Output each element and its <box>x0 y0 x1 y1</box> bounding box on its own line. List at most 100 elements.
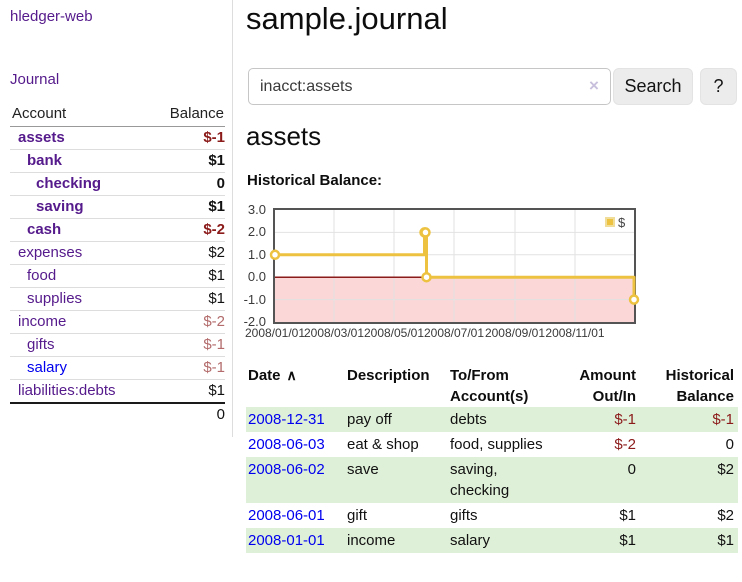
transaction-balance: $2 <box>717 461 734 478</box>
accounts-table: Account Balance assets $-1 bank $1 checking 0… <box>10 102 225 426</box>
sort-asc-icon: ∧ <box>286 367 297 383</box>
transaction-description: save <box>347 461 379 478</box>
transaction-amount: $-2 <box>614 436 636 453</box>
register-row: 2008-06-02 save saving, checking 0 $2 <box>246 457 738 503</box>
x-axis-tick-label: 2008/07/01 <box>423 326 485 340</box>
accounts-total-balance: 0 <box>149 402 225 426</box>
sidebar: hledger-web Journal Account Balance asse… <box>0 0 233 437</box>
x-axis-tick-label: 2008/01/01 <box>244 326 306 340</box>
account-row: gifts $-1 <box>10 333 225 357</box>
account-link[interactable]: salary <box>27 359 68 376</box>
transaction-description: eat & shop <box>347 436 419 453</box>
account-balance: $1 <box>149 264 225 288</box>
date-column-header[interactable]: Date ∧ <box>248 367 297 384</box>
transaction-accounts: gifts <box>450 507 478 524</box>
y-axis-tick-label: -2.0 <box>243 314 266 329</box>
transaction-balance: 0 <box>725 436 734 453</box>
account-row: cash $-2 <box>10 218 225 242</box>
clear-search-icon[interactable]: × <box>589 76 599 95</box>
search-input[interactable] <box>248 68 611 105</box>
description-column-header: Description <box>347 367 430 384</box>
y-axis-tick-label: 3.0 <box>247 202 266 217</box>
account-link[interactable]: supplies <box>27 290 83 307</box>
account-balance: $-1 <box>203 129 225 146</box>
account-row: food $1 <box>10 264 225 288</box>
account-balance: 0 <box>149 172 225 196</box>
account-heading: assets <box>246 121 322 151</box>
account-link[interactable]: cash <box>27 221 62 238</box>
transaction-accounts: debts <box>450 411 487 428</box>
register-row: 2008-01-01 income salary $1 $1 <box>246 528 738 553</box>
legend-swatch-icon <box>605 217 615 227</box>
balance-col-header: Balance <box>149 102 225 127</box>
account-row: liabilities:debts $1 <box>10 379 225 403</box>
accounts-table-header: Account Balance <box>10 102 225 127</box>
account-balance: $2 <box>149 241 225 265</box>
account-balance: $1 <box>149 195 225 219</box>
transaction-amount: $1 <box>619 532 636 549</box>
account-row: income $-2 <box>10 310 225 334</box>
sidebar-item-journal[interactable]: Journal <box>10 71 60 88</box>
transaction-description: pay off <box>347 411 392 428</box>
search-button[interactable]: Search <box>613 68 693 105</box>
y-axis-tick-label: 1.0 <box>247 246 266 262</box>
register-table: Date ∧ Description To/From Account(s) Amo… <box>246 362 738 553</box>
balance-column-header: Historical Balance <box>665 367 734 405</box>
chart-title: Historical Balance: <box>247 172 383 189</box>
account-balance: $1 <box>149 149 225 173</box>
transaction-date-link[interactable]: 2008-12-31 <box>248 411 325 428</box>
account-link[interactable]: gifts <box>27 336 55 353</box>
account-balance: $1 <box>149 287 225 311</box>
account-link[interactable]: food <box>27 267 57 284</box>
help-button[interactable]: ? <box>700 68 737 105</box>
amount-column-header: Amount Out/In <box>579 367 636 405</box>
app-title-link[interactable]: hledger-web <box>10 8 93 25</box>
account-balance: $-1 <box>149 333 225 357</box>
account-balance: $1 <box>149 379 225 403</box>
register-row: 2008-12-31 pay off debts $-1 $-1 <box>246 407 738 432</box>
x-axis-tick-label: 2008/09/01 <box>484 326 546 340</box>
account-link[interactable]: income <box>18 313 67 330</box>
register-row: 2008-06-03 eat & shop food, supplies $-2 0 <box>246 432 738 457</box>
accounts-total-row: 0 <box>10 402 225 426</box>
chart-legend: $ <box>603 214 628 230</box>
account-row: salary $-1 <box>10 356 225 380</box>
x-axis-tick-label: 2008/05/01 <box>363 326 425 340</box>
transaction-balance: $2 <box>717 507 734 524</box>
transaction-accounts: saving, checking <box>450 461 510 499</box>
account-row: expenses $2 <box>10 241 225 265</box>
account-balance: $-2 <box>149 218 225 242</box>
x-axis-tick-label: 2008/11/01 <box>545 326 605 340</box>
transaction-balance: $1 <box>717 532 734 549</box>
transaction-date-link[interactable]: 2008-06-01 <box>248 507 325 524</box>
account-row: assets $-1 <box>10 127 225 150</box>
accounts-column-header: To/From Account(s) <box>450 367 529 405</box>
account-row: checking 0 <box>10 172 225 196</box>
account-row: bank $1 <box>10 149 225 173</box>
transaction-amount: 0 <box>627 461 636 478</box>
y-axis-tick-label: 2.0 <box>247 224 266 240</box>
accounts-col-header: Account <box>10 102 150 127</box>
account-link[interactable]: saving <box>36 198 84 215</box>
chart-canvas <box>269 210 640 322</box>
accounts-table-body: assets $-1 bank $1 checking 0 saving $1 cash $-2 e… <box>10 127 225 403</box>
transaction-date-link[interactable]: 2008-06-03 <box>248 436 325 453</box>
balance-chart <box>269 208 640 324</box>
page-title: sample.journal <box>246 1 448 36</box>
account-link[interactable]: assets <box>18 129 65 146</box>
transaction-amount: $-1 <box>614 411 636 428</box>
transaction-description: gift <box>347 507 368 524</box>
transaction-date-link[interactable]: 2008-01-01 <box>248 532 325 549</box>
account-row: saving $1 <box>10 195 225 219</box>
transaction-amount: $1 <box>619 507 636 524</box>
x-axis-tick-label: 2008/03/01 <box>303 326 365 340</box>
account-row: supplies $1 <box>10 287 225 311</box>
register-row: 2008-06-01 gift gifts $1 $2 <box>246 503 738 528</box>
transaction-balance: $-1 <box>712 411 734 428</box>
account-link[interactable]: bank <box>27 152 63 169</box>
account-link[interactable]: expenses <box>18 244 83 261</box>
account-link[interactable]: liabilities:debts <box>18 382 116 399</box>
account-link[interactable]: checking <box>36 175 102 192</box>
transaction-date-link[interactable]: 2008-06-02 <box>248 461 325 478</box>
